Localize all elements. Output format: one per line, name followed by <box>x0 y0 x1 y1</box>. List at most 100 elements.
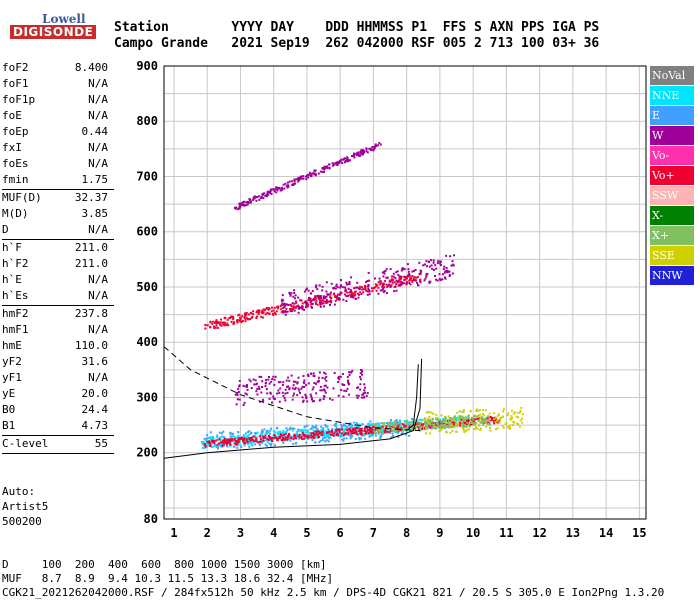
echo-point <box>281 294 284 297</box>
echo-point <box>374 427 377 430</box>
echo-point <box>323 305 326 308</box>
echo-point <box>462 409 465 412</box>
echo-point <box>366 425 369 428</box>
echo-point <box>220 442 223 445</box>
echo-point <box>370 148 373 151</box>
echo-point <box>396 427 399 430</box>
echo-point <box>452 420 455 423</box>
echo-point <box>357 386 360 389</box>
echo-point <box>260 434 263 437</box>
echo-point <box>394 276 397 279</box>
echo-point <box>348 427 351 430</box>
echo-point <box>394 429 397 432</box>
param-value: N/A <box>88 157 108 170</box>
echo-point <box>348 283 351 286</box>
echo-point <box>254 379 257 382</box>
echo-point <box>435 421 438 424</box>
echo-point <box>243 435 246 438</box>
echo-point <box>237 208 240 211</box>
echo-point <box>318 371 321 374</box>
echo-point <box>335 425 338 428</box>
echo-point <box>467 415 470 418</box>
echo-point <box>222 443 225 446</box>
echo-point <box>353 421 356 424</box>
echo-point <box>221 445 224 448</box>
echo-point <box>451 418 454 421</box>
echo-point <box>213 325 216 328</box>
echo-point <box>409 423 412 426</box>
echo-point <box>431 267 434 270</box>
echo-point <box>428 418 431 421</box>
echo-point <box>444 270 447 273</box>
param-row: foEs N/A <box>2 156 114 172</box>
echo-point <box>310 372 313 375</box>
echo-point <box>281 439 284 442</box>
echo-point <box>419 278 422 281</box>
echo-point <box>426 424 429 427</box>
echo-point <box>316 433 319 436</box>
echo-point <box>468 419 471 422</box>
echo-point <box>291 429 294 432</box>
echo-point <box>224 438 227 441</box>
echo-point <box>485 425 488 428</box>
echo-point <box>285 431 288 434</box>
echo-point <box>272 430 275 433</box>
echo-point <box>245 432 248 435</box>
echo-point <box>496 427 499 430</box>
echo-point <box>298 437 301 440</box>
echo-point <box>313 298 316 301</box>
echo-point <box>416 284 419 287</box>
echo-point <box>250 436 253 439</box>
echo-point <box>313 436 316 439</box>
echo-point <box>346 157 349 160</box>
param-value: 32.37 <box>74 191 108 204</box>
echo-point <box>299 428 302 431</box>
echo-point <box>322 397 325 400</box>
echo-point <box>292 380 295 383</box>
echo-point <box>250 442 253 445</box>
echo-point <box>249 436 252 439</box>
echo-point <box>239 439 242 442</box>
echo-point <box>223 321 226 324</box>
echo-point <box>355 297 358 300</box>
echo-point <box>256 432 259 435</box>
echo-point <box>457 422 460 425</box>
echo-point <box>394 421 397 424</box>
echo-point <box>224 441 227 444</box>
echo-point <box>290 304 293 307</box>
param-value: N/A <box>88 289 108 302</box>
echo-point <box>319 439 322 442</box>
echo-point <box>302 375 305 378</box>
echo-point <box>374 143 377 146</box>
echo-point <box>249 201 252 204</box>
echo-point <box>262 316 265 319</box>
echo-point <box>249 380 252 383</box>
echo-point <box>357 434 360 437</box>
echo-point <box>271 188 274 191</box>
echo-point <box>370 432 373 435</box>
echo-point <box>439 264 442 267</box>
legend-entry: Vo- <box>650 146 694 165</box>
echo-point <box>268 307 271 310</box>
echo-point <box>318 432 321 435</box>
echo-point <box>283 187 286 190</box>
echo-point <box>268 442 271 445</box>
echo-point <box>359 154 362 157</box>
echo-point <box>469 421 472 424</box>
echo-point <box>518 411 521 414</box>
echo-point <box>321 433 324 436</box>
echo-point <box>283 436 286 439</box>
echo-point <box>276 439 279 442</box>
y-tick-label: 200 <box>136 446 158 460</box>
echo-point <box>243 203 246 206</box>
echo-point <box>332 164 335 167</box>
echo-point <box>488 412 491 415</box>
echo-point <box>293 309 296 312</box>
param-label: B1 <box>2 419 16 432</box>
echo-point <box>314 382 317 385</box>
echo-point <box>284 436 287 439</box>
echo-point <box>377 144 380 147</box>
echo-point <box>284 313 287 316</box>
echo-point <box>367 285 370 288</box>
echo-point <box>407 274 410 277</box>
